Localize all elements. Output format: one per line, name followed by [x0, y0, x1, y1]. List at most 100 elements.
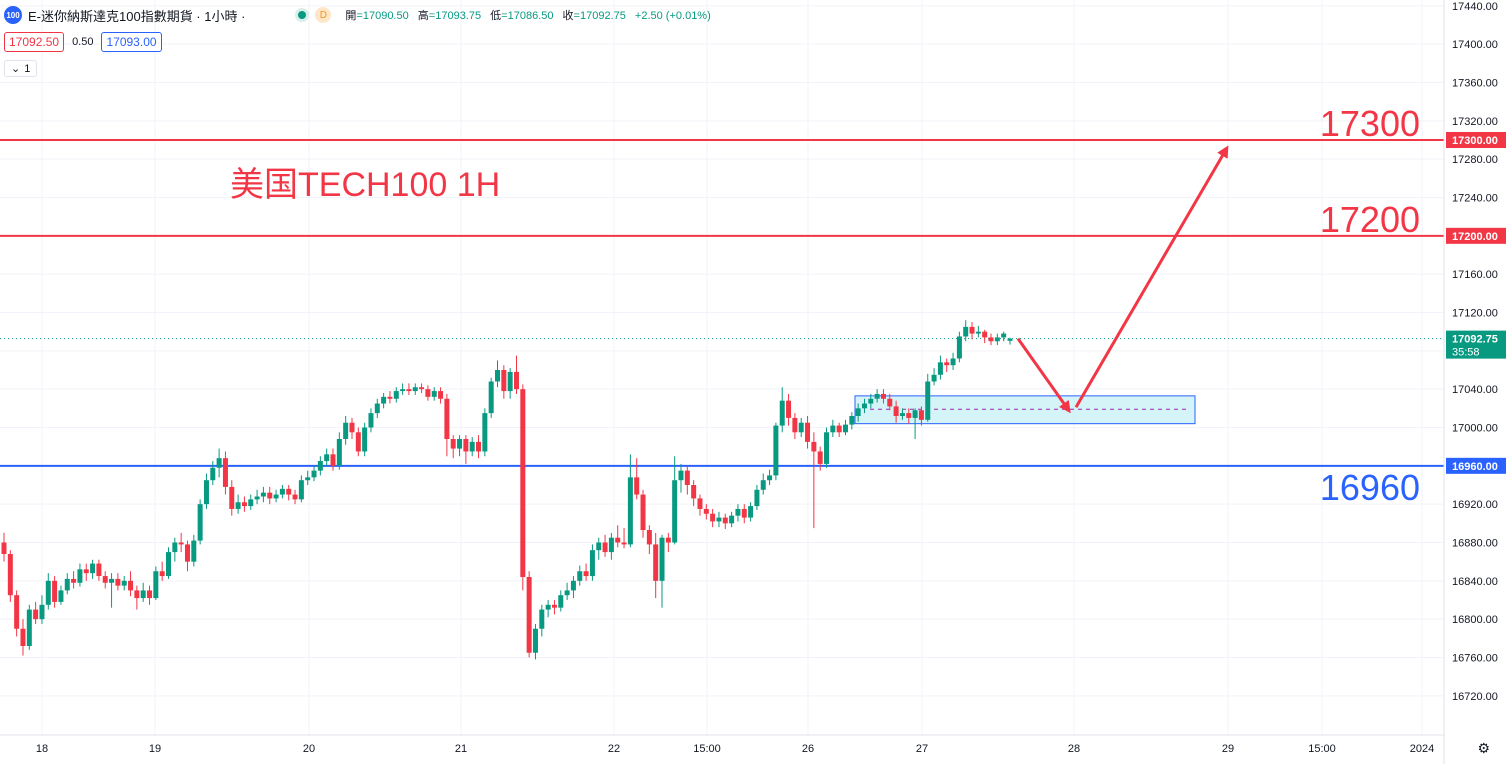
price-tick-label: 17400.00	[1452, 39, 1498, 51]
candle-body	[918, 410, 924, 420]
time-axis[interactable]: 18 19 20 21 22 15:00 26 27 28 29 15:00 2024	[0, 734, 1444, 755]
level-axis-tag	[1446, 132, 1506, 149]
candle-body	[77, 569, 83, 583]
candle-body	[842, 424, 848, 433]
candle-body	[178, 542, 184, 545]
market-status[interactable]: D	[295, 7, 332, 23]
candle-body	[254, 496, 260, 500]
candle-body	[729, 515, 735, 524]
candle-body	[109, 578, 115, 583]
candle-body	[899, 413, 905, 417]
level-label-16960: 16960	[1320, 467, 1420, 508]
price-tick-label: 17000.00	[1452, 423, 1498, 435]
candle-body	[197, 504, 203, 541]
candle-body	[128, 580, 134, 591]
price-axis[interactable]: 17440.00 17400.00 17360.00 17320.00 17280.00…	[1443, 0, 1506, 764]
symbol-logo[interactable]: 100	[4, 6, 22, 24]
candle-body	[90, 563, 96, 574]
candle-body	[476, 441, 482, 452]
sell-button[interactable]: 17092.50	[4, 32, 65, 52]
price-tick-label: 17160.00	[1452, 269, 1498, 281]
candle-body	[488, 381, 494, 414]
candle-body	[703, 508, 709, 514]
candle-body	[786, 400, 792, 418]
candle-body	[805, 422, 811, 442]
candle-body	[539, 609, 545, 629]
time-tick-label: 15:00	[1308, 743, 1336, 755]
spread-value: 0.50	[72, 36, 94, 48]
candle-body	[748, 506, 754, 518]
gear-icon[interactable]: ⚙	[1477, 740, 1490, 756]
candle-body	[425, 389, 431, 397]
candle-body	[71, 578, 77, 583]
candle-body	[691, 484, 697, 499]
level-axis-tag-label: 17300.00	[1452, 135, 1498, 147]
price-tick-label: 17440.00	[1452, 1, 1498, 13]
candle-body	[374, 403, 380, 414]
candle-body	[621, 542, 627, 545]
candle-body	[602, 542, 608, 553]
candle-body	[343, 422, 349, 439]
candle-body	[824, 432, 830, 464]
candle-body	[210, 467, 216, 481]
candle-body	[482, 413, 488, 452]
symbol-title[interactable]: E-迷你納斯達克100指數期貨 · 1小時 ·	[28, 8, 246, 24]
price-tick-label: 17320.00	[1452, 116, 1498, 128]
time-tick-label: 20	[303, 743, 315, 755]
candle-body	[836, 425, 842, 433]
candle-body	[216, 458, 222, 468]
candle-body	[741, 508, 747, 518]
candle-body	[583, 571, 589, 577]
candle-body	[33, 609, 39, 620]
candle-body	[140, 590, 146, 599]
current-price-label: 17092.75	[1452, 334, 1498, 346]
candle-body	[166, 552, 172, 577]
candle-body	[798, 422, 804, 433]
price-tick-label: 16880.00	[1452, 537, 1498, 549]
candle-body	[20, 628, 26, 646]
candle-body	[457, 438, 463, 449]
level-label-17300: 17300	[1320, 103, 1420, 144]
time-tick-label: 19	[149, 743, 161, 755]
countdown-label: 35:58	[1452, 347, 1480, 359]
candle-body	[317, 461, 323, 471]
pullback-zone[interactable]	[854, 395, 1196, 425]
candle-body	[969, 326, 975, 334]
time-tick-label: 26	[802, 743, 814, 755]
projection-arrows[interactable]	[1016, 145, 1229, 414]
candle-body	[147, 590, 153, 599]
candle-body	[735, 508, 741, 516]
buy-button[interactable]: 17093.00	[101, 32, 162, 52]
time-tick-label: 18	[36, 743, 48, 755]
level-label-17200: 17200	[1320, 199, 1420, 240]
candle-body	[102, 576, 108, 583]
candle-body	[463, 438, 469, 452]
level-axis-tag	[1446, 457, 1506, 474]
candle-body	[817, 451, 823, 464]
candle-body	[248, 499, 254, 507]
candle-body	[121, 580, 127, 586]
candle-body	[773, 425, 779, 476]
candle-body	[551, 604, 557, 608]
candle-body	[184, 544, 190, 562]
candle-body	[982, 331, 988, 338]
indicators-toggle[interactable]: ⌄ 1	[4, 60, 38, 77]
candle-body	[653, 544, 659, 581]
candle-body	[444, 398, 450, 439]
candle-body	[393, 391, 399, 399]
time-tick-label: 15:00	[693, 743, 721, 755]
candle-body	[83, 569, 89, 574]
candle-body	[241, 502, 247, 507]
price-tick-label: 17240.00	[1452, 193, 1498, 205]
close-label: 收	[562, 10, 574, 22]
candle-body	[830, 425, 836, 433]
candle-body	[406, 389, 412, 392]
candle-body	[868, 398, 874, 404]
candle-body	[760, 480, 766, 490]
candle-body	[159, 571, 165, 577]
candle-body	[589, 550, 595, 577]
candle-body	[716, 517, 722, 522]
candle-body	[222, 458, 228, 487]
candle-body	[545, 604, 551, 610]
